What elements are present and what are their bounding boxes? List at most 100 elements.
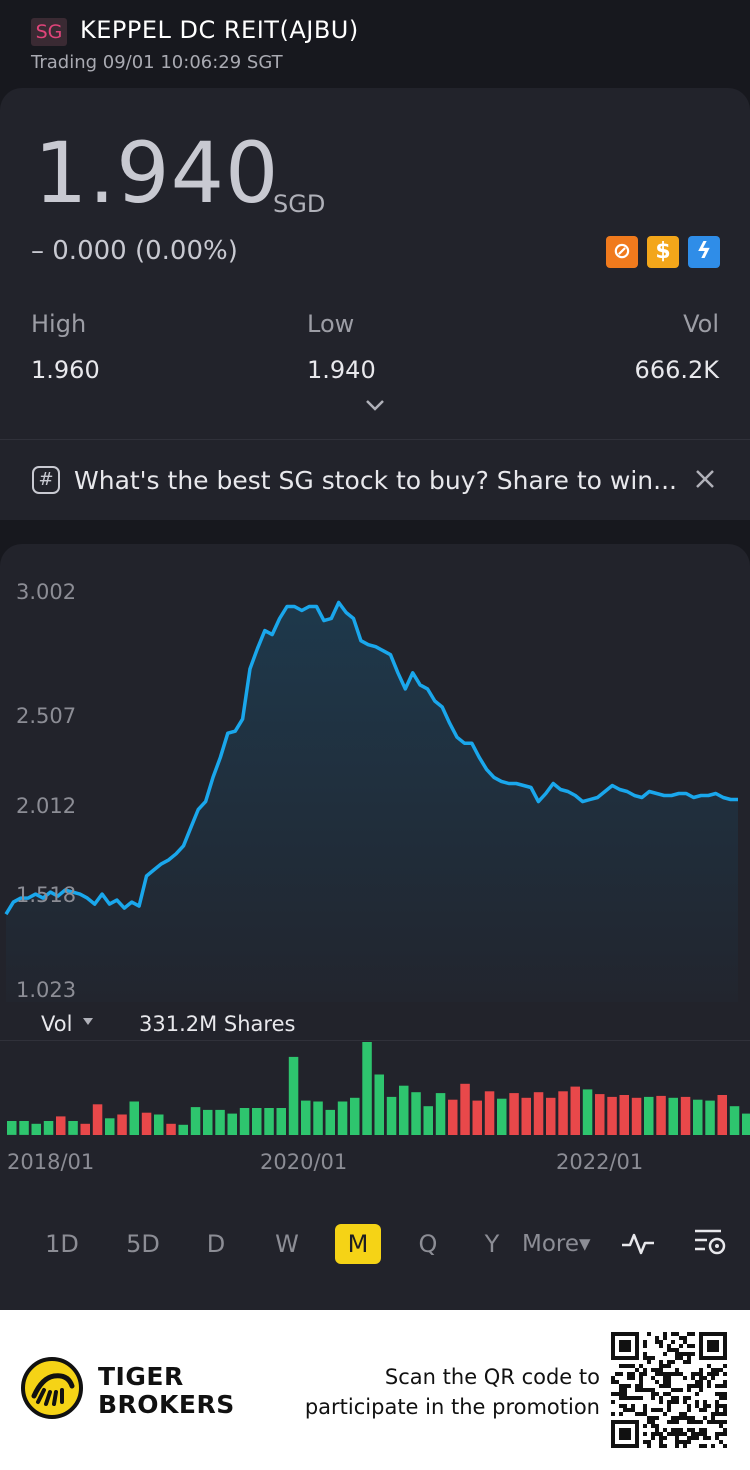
volume-bar: [644, 1096, 654, 1135]
volume-bar: [448, 1099, 458, 1135]
price-chart[interactable]: [0, 544, 750, 1004]
volume-bar: [742, 1113, 750, 1135]
volume-bar: [129, 1101, 139, 1135]
tiger-brokers-logo: [21, 1357, 83, 1419]
period-tab-d[interactable]: D: [206, 1230, 226, 1258]
volume-indicator-selector[interactable]: Vol: [41, 1012, 73, 1036]
caret-down-icon[interactable]: [83, 1018, 93, 1026]
volume-bar: [190, 1107, 201, 1135]
scan-instruction: Scan the QR code to: [384, 1365, 600, 1389]
volume-bar: [582, 1089, 593, 1135]
volume-bar: [154, 1114, 164, 1135]
more-periods-dropdown[interactable]: More▾: [522, 1231, 591, 1257]
ticker-title[interactable]: KEPPEL DC REIT(AJBU): [80, 16, 359, 44]
volume-bar: [656, 1095, 666, 1135]
period-tab-5d[interactable]: 5D: [126, 1230, 160, 1258]
high-label: High: [31, 310, 87, 338]
volume-chart[interactable]: [0, 1040, 750, 1140]
market-badge: SG: [31, 18, 67, 46]
low-label: Low: [307, 310, 355, 338]
period-tab-y[interactable]: Y: [484, 1230, 500, 1258]
volume-bar: [301, 1100, 311, 1135]
volume-bar: [411, 1092, 421, 1135]
volume-bar: [619, 1095, 629, 1135]
volume-bar: [215, 1109, 225, 1135]
low-value: 1.940: [307, 356, 376, 384]
footer: TIGER BROKERS Scan the QR code to partic…: [0, 1310, 750, 1470]
trading-status: Trading 09/01 10:06:29 SGT: [31, 52, 283, 73]
quote-card: 1.940 SGD – 0.000 (0.00%) ⊘ $ ϟ High 1.9…: [0, 88, 750, 440]
volume-bar: [7, 1121, 17, 1135]
currency-label: SGD: [273, 190, 326, 218]
volume-bar: [252, 1108, 262, 1135]
volume-bar: [276, 1108, 286, 1135]
price-change: – 0.000 (0.00%): [31, 236, 238, 266]
volume-bar: [484, 1091, 495, 1135]
badge-group: ⊘ $ ϟ: [606, 236, 720, 268]
y-tick-label: 2.507: [16, 704, 77, 728]
volume-bar: [521, 1097, 531, 1135]
volume-bar: [264, 1108, 274, 1135]
volume-bar: [92, 1104, 103, 1135]
chart-card: 3.002 2.507 2.012 1.518 1.023 Vol 331.2M…: [0, 544, 750, 1310]
qr-code: [611, 1332, 727, 1448]
price-area: [6, 602, 738, 1002]
volume-bar: [729, 1106, 740, 1135]
volume-bar: [680, 1096, 691, 1135]
volume-bar: [497, 1098, 507, 1135]
close-icon[interactable]: [694, 468, 716, 490]
y-tick-label: 2.012: [16, 794, 77, 818]
period-tab-q[interactable]: Q: [418, 1230, 438, 1258]
dividend-icon[interactable]: $: [647, 236, 679, 268]
vol-value: 666.2K: [634, 356, 719, 384]
volume-bar: [607, 1096, 617, 1135]
indicator-icon[interactable]: [620, 1229, 656, 1257]
volume-bar: [509, 1093, 519, 1135]
volume-bar: [239, 1108, 250, 1135]
hashtag-icon: #: [32, 466, 60, 494]
volume-bar: [546, 1097, 556, 1135]
chevron-down-icon[interactable]: [363, 396, 387, 414]
volume-bar: [374, 1074, 384, 1135]
volume-bar: [178, 1124, 188, 1135]
volume-total: 331.2M Shares: [139, 1012, 296, 1036]
no-margin-icon[interactable]: ⊘: [606, 236, 638, 268]
volume-bar: [472, 1100, 482, 1135]
divider: [0, 1040, 750, 1041]
volume-bar: [570, 1086, 580, 1135]
vol-label: Vol: [683, 310, 719, 338]
volume-bar: [325, 1109, 335, 1135]
volume-bar: [362, 1042, 372, 1135]
divider: [0, 439, 750, 440]
volume-bar: [141, 1112, 152, 1135]
volume-bar: [31, 1123, 41, 1135]
volume-bar: [166, 1123, 176, 1135]
y-tick-label: 1.023: [16, 978, 77, 1002]
promo-banner[interactable]: # What's the best SG stock to buy? Share…: [0, 440, 750, 520]
volume-bar: [56, 1116, 66, 1135]
x-tick-label: 2020/01: [260, 1150, 348, 1174]
header: SG KEPPEL DC REIT(AJBU) Trading 09/01 10…: [0, 0, 750, 88]
level1-data-icon[interactable]: ϟ: [688, 236, 720, 268]
y-tick-label: 1.518: [16, 883, 77, 907]
volume-bar: [399, 1085, 409, 1135]
price-line: [4, 600, 738, 916]
period-tab-m[interactable]: M: [335, 1224, 381, 1264]
volume-bar: [435, 1093, 446, 1135]
volume-bar: [313, 1101, 323, 1135]
volume-bar: [350, 1097, 360, 1135]
volume-bar: [43, 1121, 54, 1135]
promo-text[interactable]: What's the best SG stock to buy? Share t…: [74, 466, 677, 495]
brand-name: TIGER: [98, 1362, 184, 1391]
chart-settings-icon[interactable]: [693, 1227, 727, 1257]
volume-bar: [668, 1097, 678, 1135]
volume-bar: [533, 1092, 544, 1135]
volume-bar: [227, 1113, 237, 1135]
high-value: 1.960: [31, 356, 100, 384]
period-tab-1d[interactable]: 1D: [45, 1230, 79, 1258]
volume-bar: [288, 1056, 299, 1135]
period-tab-w[interactable]: W: [275, 1230, 299, 1258]
volume-bar: [386, 1096, 397, 1135]
x-tick-label: 2018/01: [7, 1150, 95, 1174]
volume-bar: [203, 1109, 213, 1135]
